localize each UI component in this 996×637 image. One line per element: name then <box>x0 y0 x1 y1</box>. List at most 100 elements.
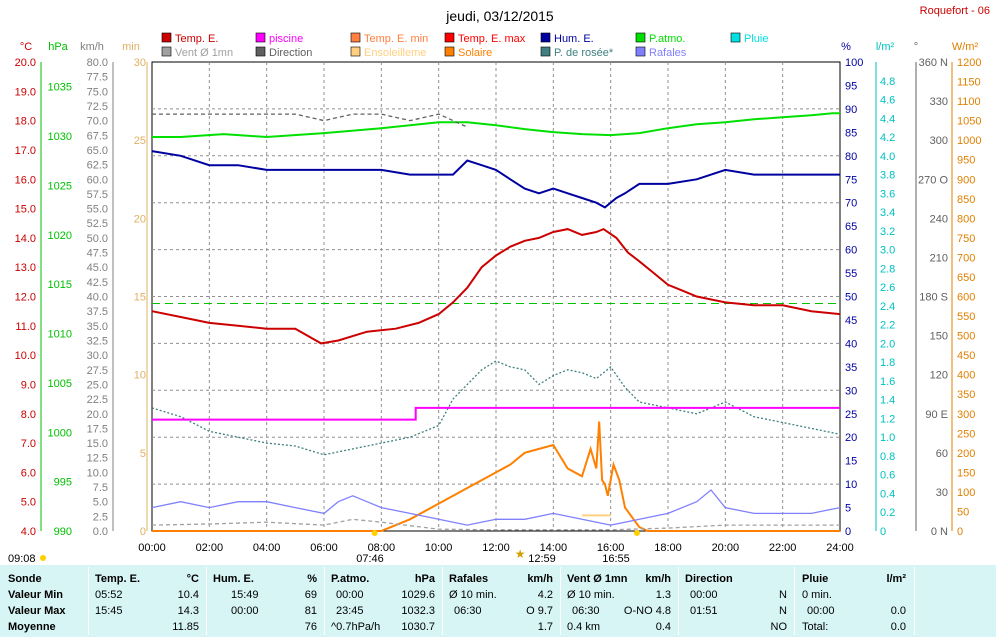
series-hum-e <box>151 150 840 209</box>
temp-tick-label: 14.0 <box>15 233 36 245</box>
series-piscine <box>152 406 840 421</box>
series-solaire <box>152 421 840 532</box>
hum-max-value: 81 <box>304 605 317 617</box>
hum-tick-label: 35 <box>845 362 857 374</box>
solar-tick-label: 250 <box>957 428 975 440</box>
x-tick-label: 08:00 <box>368 542 396 554</box>
rain-tick-label: 4.0 <box>880 151 895 163</box>
solar-tick-label: 1050 <box>957 116 981 128</box>
hum-axis-unit: % <box>841 41 851 53</box>
temp-tick-label: 19.0 <box>15 86 36 98</box>
rain-tick-label: 0.8 <box>880 451 895 463</box>
hum-tick-label: 40 <box>845 338 857 350</box>
rain-tick-label: 0 <box>880 526 886 538</box>
wind-tick-label: 20.0 <box>87 409 108 421</box>
legend-swatch <box>255 32 266 43</box>
gust-max-time: 06:30 <box>454 605 482 617</box>
rain-tick-label: 1.6 <box>880 376 895 388</box>
wind-tick-label: 55.0 <box>87 204 108 216</box>
legend-label: Hum. E. <box>554 33 594 45</box>
solar-tick-label: 850 <box>957 194 975 206</box>
zenith-icon: ★ <box>515 547 526 561</box>
press-tick-label: 1025 <box>48 180 72 192</box>
legend-swatch <box>730 32 741 43</box>
stats-temp: Temp. E. °C 05:52 10.4 15:45 14.3 11.85 <box>95 571 199 635</box>
solar-tick-label: 600 <box>957 292 975 304</box>
wind-max-time: 06:30 <box>572 605 600 617</box>
legend-swatch <box>540 46 551 57</box>
wind-tick-label: 0.0 <box>93 526 108 538</box>
series-rafales <box>151 489 841 526</box>
gust-header: Rafales <box>449 573 489 585</box>
wind-tick-label: 37.5 <box>87 306 108 318</box>
sunrise-icon <box>371 530 378 536</box>
press-tick-label: 990 <box>54 526 72 538</box>
dir-tick-label: 120 <box>930 370 948 382</box>
min-tick-label: 25 <box>134 135 146 147</box>
x-tick-label: 16:00 <box>597 542 625 554</box>
solar-tick-label: 700 <box>957 252 975 264</box>
press-tick-label: 1030 <box>48 131 72 143</box>
hum-tick-label: 25 <box>845 409 857 421</box>
press-unit: hPa <box>414 573 435 585</box>
solar-tick-label: 1000 <box>957 135 981 147</box>
axes: 20.0 19.0 18.0 17.0 16.0 15.0 14.0 13.0 12.0 11.0… <box>15 41 982 554</box>
solar-tick-label: 200 <box>957 448 975 460</box>
legend-label: Ensoleilleme <box>364 47 426 59</box>
press-header: P.atmo. <box>331 573 370 585</box>
rain-unit: l/m² <box>886 573 906 585</box>
stats-gust: Rafales km/h Ø 10 min. 4.2 06:30 O 9.7 1.7 <box>449 571 553 635</box>
hum-tick-label: 95 <box>845 80 857 92</box>
rain-max-time: 00:00 <box>807 605 835 617</box>
gust-min-value: 4.2 <box>537 589 553 601</box>
hum-min-time: 15:49 <box>231 589 259 601</box>
rain-tick-label: 4.4 <box>880 113 895 125</box>
x-tick-label: 00:00 <box>138 542 166 554</box>
dir-tick-label: 150 <box>930 331 948 343</box>
rain-header: Pluie <box>802 573 829 585</box>
legend-swatch <box>350 46 361 57</box>
press-tick-label: 1020 <box>48 230 72 242</box>
wind-axis-unit: km/h <box>80 41 104 53</box>
wind-tick-label: 65.0 <box>87 145 108 157</box>
rain-tick-label: 3.8 <box>880 170 895 182</box>
location-label: Roquefort - 06 <box>920 5 990 17</box>
stats-labels: Sonde Valeur Min Valeur Max Moyenne <box>8 571 86 635</box>
dir-tick-label: 30 <box>936 487 948 499</box>
row-label-min: Valeur Min <box>8 589 64 601</box>
x-tick-label: 06:00 <box>310 542 338 554</box>
wind-tick-label: 45.0 <box>87 262 108 274</box>
press-tick-label: 1035 <box>48 82 72 94</box>
dir-max-time: 01:51 <box>690 605 718 617</box>
dir-axis-unit: ° <box>914 41 918 53</box>
dir-tick-label: 210 <box>930 252 948 264</box>
wind-tick-label: 50.0 <box>87 233 108 245</box>
row-label-max: Valeur Max <box>8 605 66 617</box>
press-max-value: 1032.3 <box>401 605 435 617</box>
x-tick-label: 24:00 <box>826 542 854 554</box>
wind-tick-label: 22.5 <box>87 394 108 406</box>
temp-tick-label: 9.0 <box>21 379 36 391</box>
temp-tick-label: 20.0 <box>15 57 36 69</box>
wind-tick-label: 57.5 <box>87 189 108 201</box>
legend-label: P.atmo. <box>649 33 686 45</box>
sunrise-time-label: 07:46 <box>356 553 384 565</box>
hum-tick-label: 15 <box>845 456 857 468</box>
wind-tick-label: 32.5 <box>87 335 108 347</box>
series-p-atmo <box>152 112 840 139</box>
rain-tick-label: 3.0 <box>880 245 895 257</box>
wind-tick-label: 35.0 <box>87 321 108 333</box>
wind-min-value: 1.3 <box>655 589 671 601</box>
solar-tick-label: 300 <box>957 409 975 421</box>
solar-tick-label: 750 <box>957 233 975 245</box>
temp-tick-label: 6.0 <box>21 467 36 479</box>
wind-tick-label: 17.5 <box>87 423 108 435</box>
rain-tick-label: 2.2 <box>880 320 895 332</box>
dir-min-value: N <box>779 589 787 601</box>
solar-tick-label: 900 <box>957 174 975 186</box>
wind-tick-label: 72.5 <box>87 101 108 113</box>
hum-tick-label: 80 <box>845 151 857 163</box>
wind-min-note: Ø 10 min. <box>567 589 615 601</box>
temp-tick-label: 5.0 <box>21 497 36 509</box>
solar-tick-label: 1150 <box>957 77 981 89</box>
